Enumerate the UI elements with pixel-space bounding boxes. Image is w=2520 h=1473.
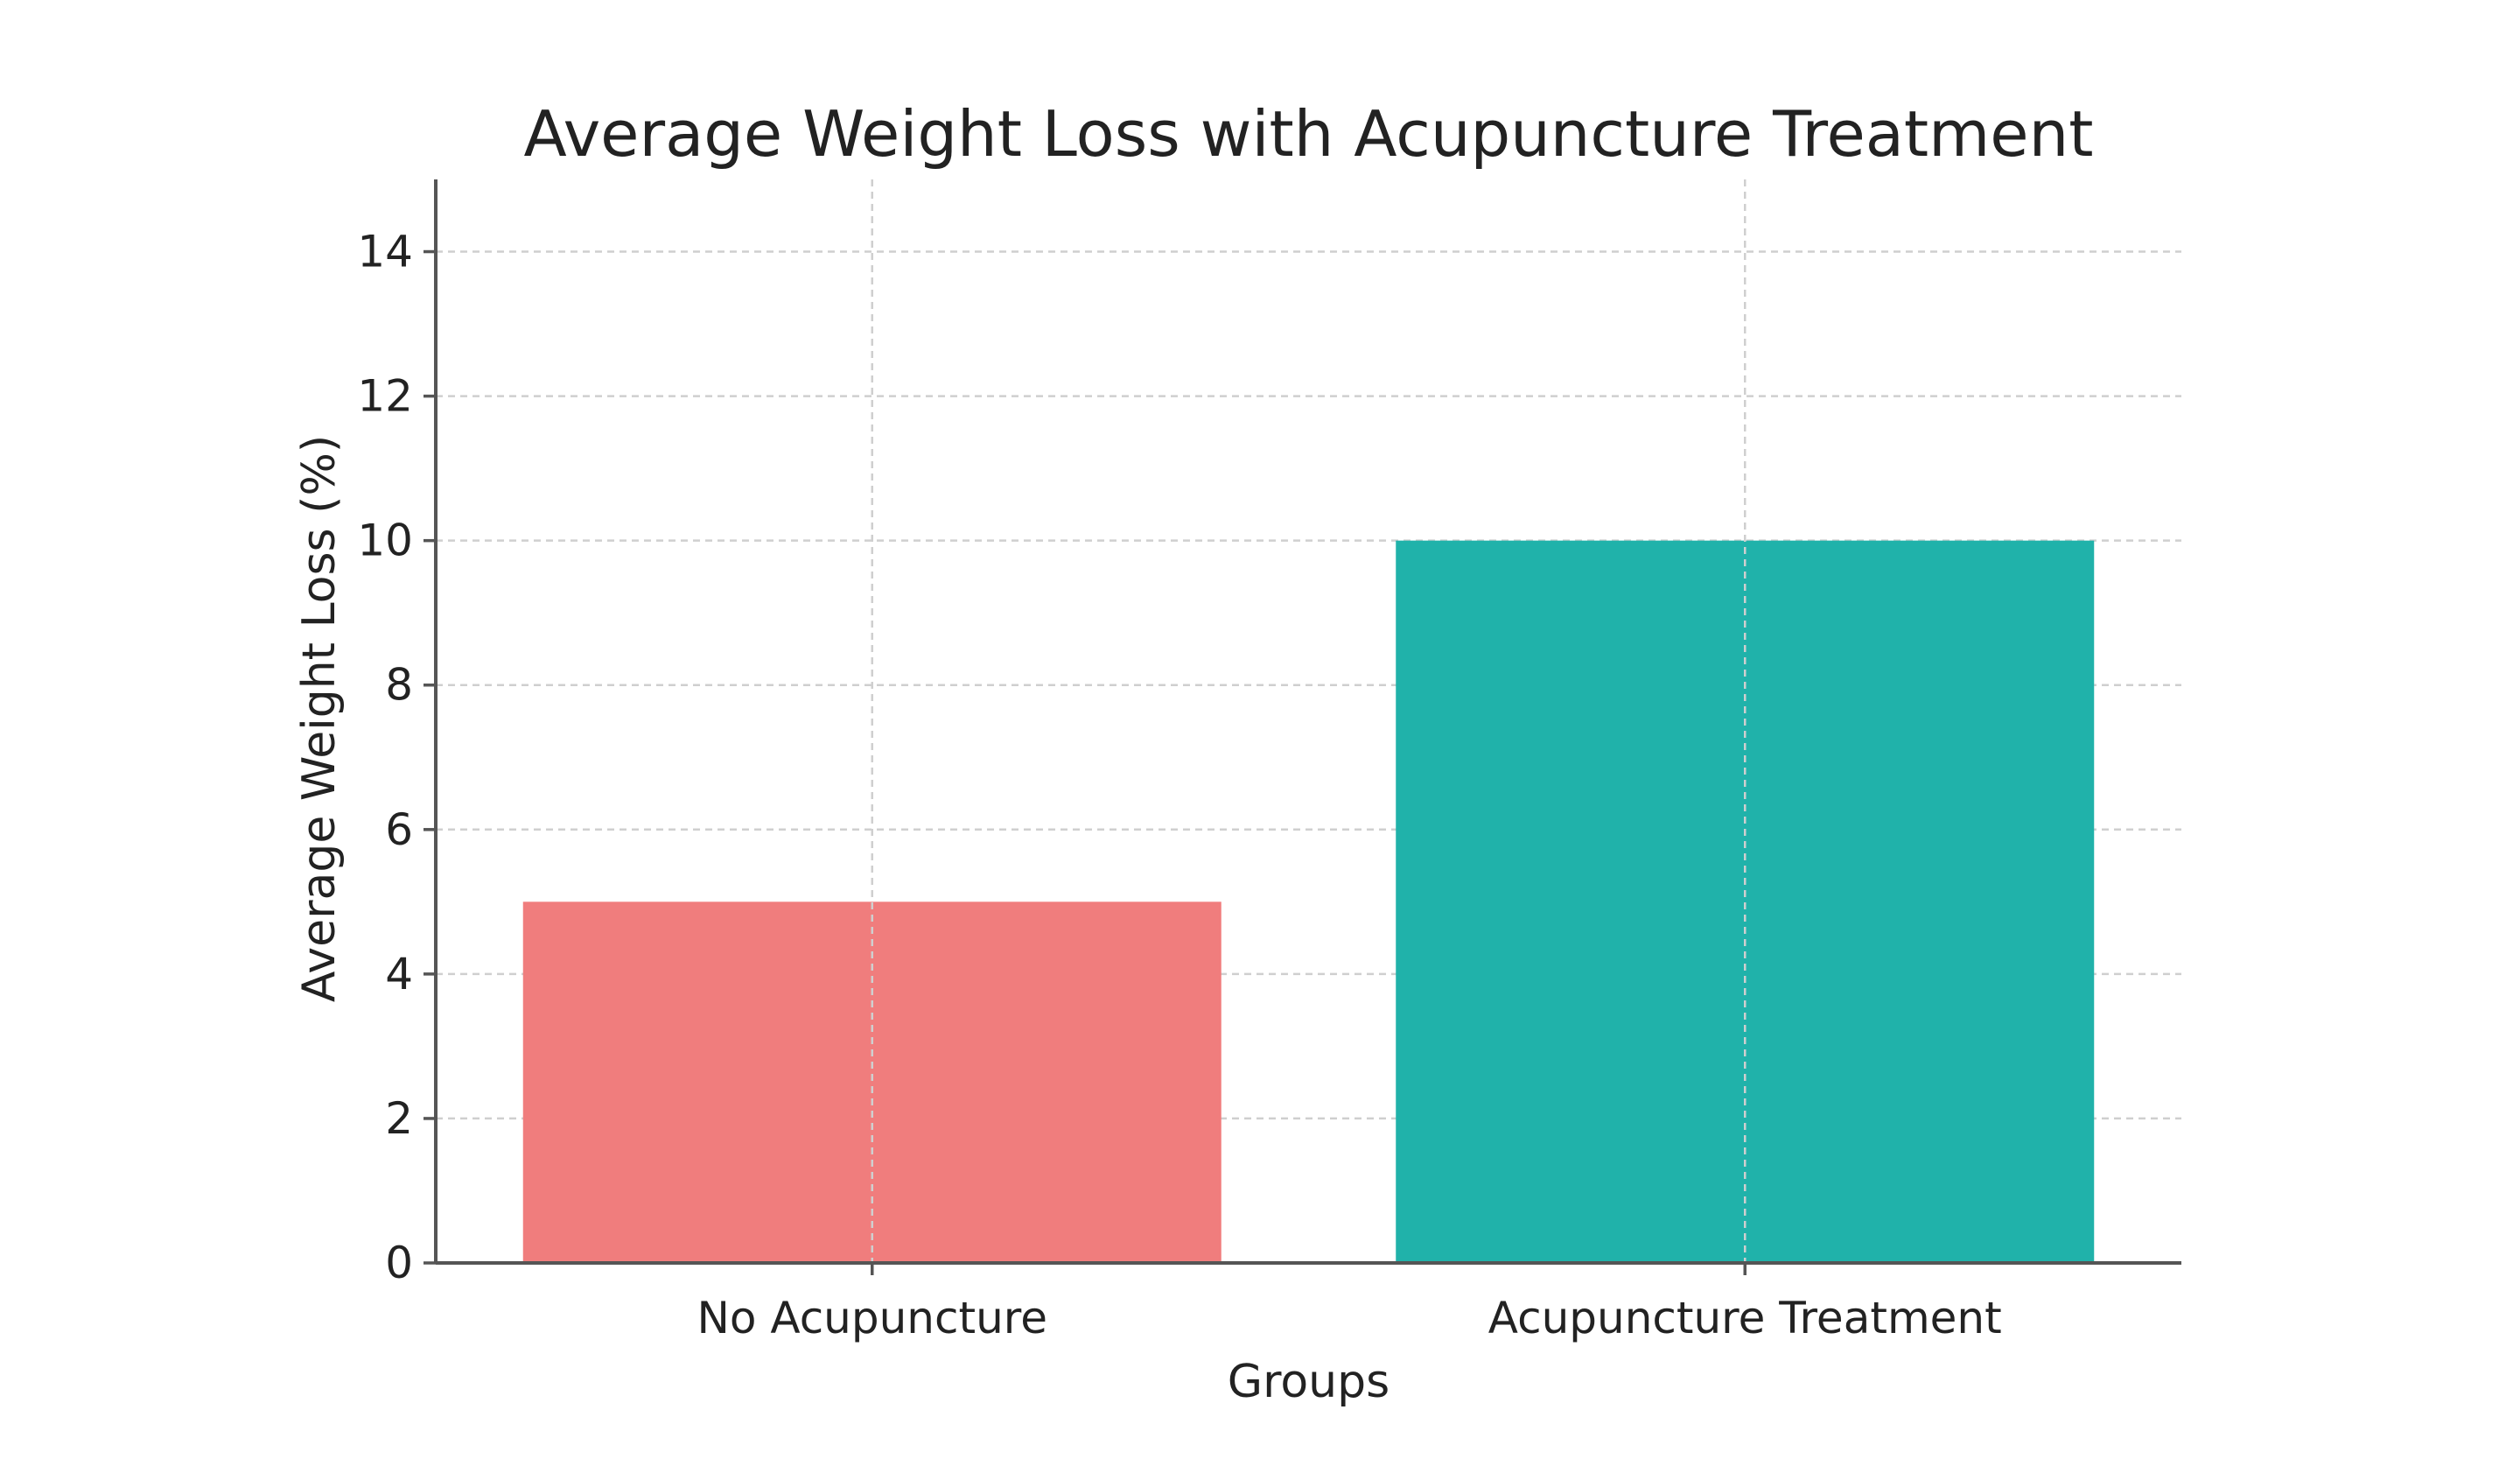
- y-tick-label-2: 4: [385, 949, 413, 1000]
- y-tick-label-6: 12: [357, 371, 413, 422]
- y-tick-label-7: 14: [357, 227, 413, 277]
- y-tick-label-4: 8: [385, 660, 413, 711]
- y-tick-label-5: 10: [357, 516, 413, 566]
- x-tick-label-0: No Acupuncture: [696, 1293, 1047, 1343]
- grid-layer: [436, 250, 2181, 1120]
- y-tick-label-3: 6: [385, 804, 413, 855]
- ticks-layer: 0 2 4 6 8 10 12 14 No Acupuncture Acupuncture Tre…: [357, 227, 2001, 1343]
- axes-layer: [434, 179, 2181, 1265]
- x-tick-label-1: Acupuncture Treatment: [1488, 1293, 2002, 1343]
- chart-title: Average Weight Loss with Acupuncture Tre…: [524, 97, 2094, 171]
- y-tick-label-1: 2: [385, 1093, 413, 1144]
- bars-layer: [522, 540, 2095, 1263]
- x-axis-label: Groups: [1228, 1356, 1390, 1408]
- y-tick-label-0: 0: [385, 1238, 413, 1288]
- y-axis-label: Average Weight Loss (%): [293, 435, 346, 1002]
